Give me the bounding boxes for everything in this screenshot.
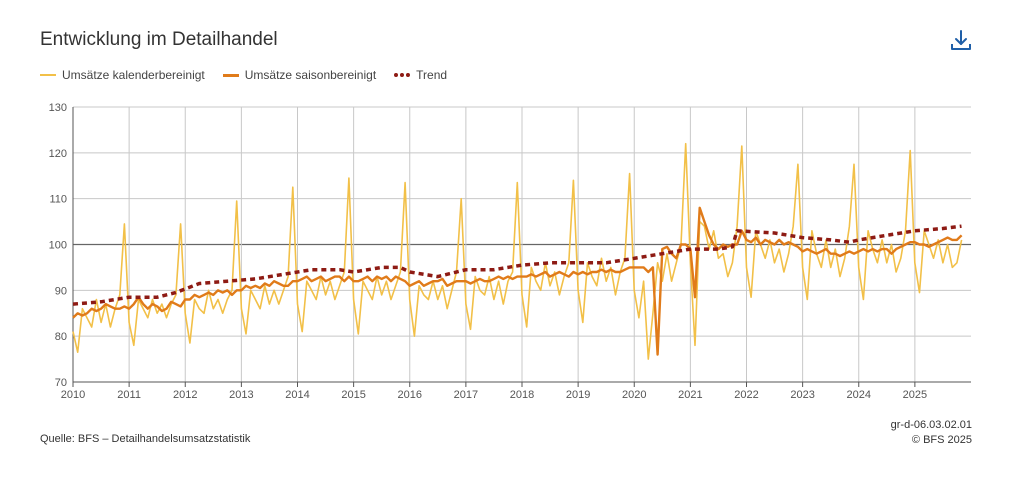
x-tick-label: 2023 (790, 389, 814, 401)
legend-swatch-calendar (40, 74, 56, 76)
chart-title: Entwicklung im Detailhandel (40, 29, 278, 50)
download-icon (951, 30, 971, 50)
series-line-calendar (72, 142, 963, 360)
legend-item-calendar[interactable]: Umsätze kalenderbereinigt (40, 68, 205, 82)
legend-item-trend[interactable]: Trend (394, 68, 447, 82)
x-tick-label: 2014 (285, 389, 309, 401)
x-tick-label: 2018 (510, 389, 534, 401)
legend-label-seasonal: Umsätze saisonbereinigt (244, 68, 377, 82)
y-tick-label: 130 (49, 102, 67, 114)
x-tick-label: 2019 (566, 389, 590, 401)
legend-label-calendar: Umsätze kalenderbereinigt (62, 68, 205, 82)
source-note: Quelle: BFS – Detailhandelsumsatzstatist… (40, 433, 251, 445)
copyright: © BFS 2025 (911, 434, 972, 446)
chart-legend: Umsätze kalenderbereinigt Umsätze saison… (40, 68, 465, 82)
x-tick-label: 2010 (61, 389, 85, 401)
x-tick-label: 2011 (117, 389, 141, 401)
download-button[interactable] (947, 27, 975, 55)
x-tick-label: 2022 (734, 389, 758, 401)
y-tick-label: 80 (55, 331, 67, 343)
series-line-seasonal (72, 206, 963, 356)
series-line-trend (72, 224, 962, 306)
x-tick-label: 2017 (454, 389, 478, 401)
x-tick-label: 2025 (903, 389, 927, 401)
y-tick-label: 70 (55, 377, 67, 389)
y-tick-label: 90 (55, 285, 67, 297)
chart-code: gr-d-06.03.02.01 © BFS 2025 (891, 418, 972, 448)
legend-swatch-seasonal (222, 73, 239, 77)
x-tick-label: 2021 (678, 389, 702, 401)
y-tick-label: 110 (49, 194, 67, 206)
x-tick-label: 2016 (398, 389, 422, 401)
x-tick-label: 2012 (173, 389, 197, 401)
x-tick-label: 2015 (341, 389, 365, 401)
x-tick-label: 2020 (622, 389, 646, 401)
legend-label-trend: Trend (416, 68, 448, 82)
y-tick-label: 100 (49, 240, 67, 252)
x-tick-label: 2024 (847, 389, 871, 401)
x-tick-label: 2013 (229, 389, 253, 401)
legend-item-seasonal[interactable]: Umsätze saisonbereinigt (222, 68, 377, 82)
chart-id: gr-d-06.03.02.01 (890, 419, 972, 431)
y-tick-label: 120 (49, 148, 67, 160)
legend-swatch-trend (394, 73, 411, 77)
